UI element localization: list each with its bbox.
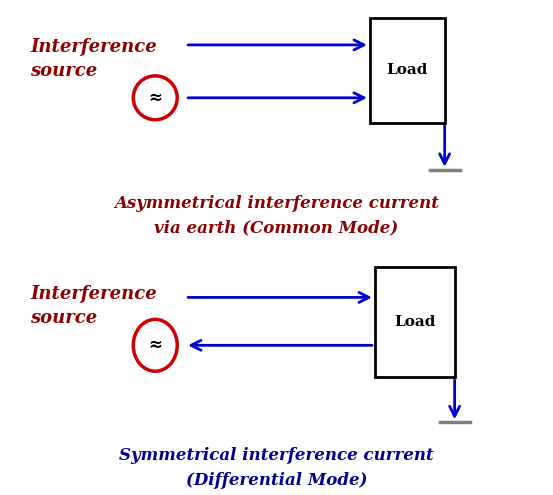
Text: via earth (Common Mode): via earth (Common Mode) [154,220,399,237]
Text: ≈: ≈ [148,89,162,107]
Text: (Differential Mode): (Differential Mode) [186,472,367,489]
Text: Interference: Interference [30,38,157,56]
Text: Load: Load [386,63,427,77]
Text: source: source [30,309,98,327]
Text: ≈: ≈ [148,336,162,354]
Bar [375,267,455,377]
Text: Asymmetrical interference current: Asymmetrical interference current [114,195,439,211]
Text: source: source [30,62,98,80]
Text: Symmetrical interference current: Symmetrical interference current [119,447,434,464]
Text: Interference: Interference [30,286,157,303]
Text: Load: Load [394,315,435,329]
Bar [370,18,445,123]
